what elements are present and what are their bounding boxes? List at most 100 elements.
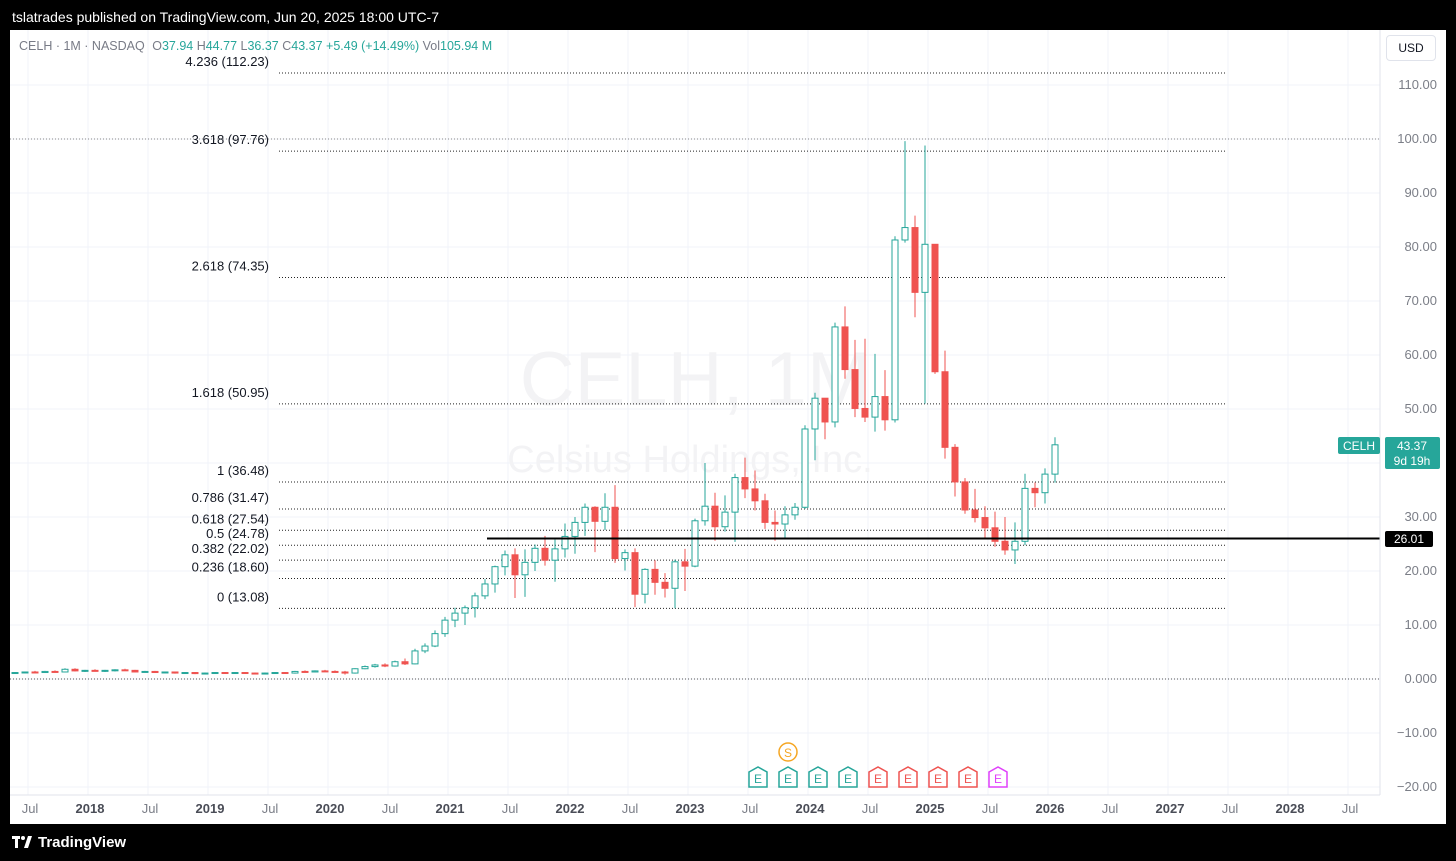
legend-high: 44.77	[205, 39, 238, 53]
y-tick-label: 100.00	[1397, 131, 1437, 146]
candle	[261, 672, 269, 675]
hline-tag-value: 26.01	[1394, 532, 1424, 546]
candle	[1041, 468, 1049, 504]
candle	[521, 549, 529, 597]
earnings-event-marker: E	[808, 766, 828, 788]
candle-body	[861, 407, 869, 418]
candle-body	[191, 672, 199, 675]
legend-vol-label: Vol	[422, 39, 441, 53]
candle-body	[661, 581, 669, 589]
candle	[581, 503, 589, 536]
candle-body	[761, 500, 769, 523]
candle-body	[311, 670, 319, 673]
candle-body	[671, 561, 679, 589]
candle-body	[241, 672, 249, 675]
earnings-event-marker: E	[988, 766, 1008, 788]
x-tick-label: Jul	[982, 801, 999, 816]
candle	[71, 668, 79, 672]
earnings-event-marker: E	[748, 766, 768, 788]
candle-body	[621, 552, 629, 560]
y-tick-label: 50.00	[1404, 401, 1437, 416]
candle-body	[11, 672, 19, 675]
candle-body	[851, 369, 859, 409]
event-label: E	[844, 772, 852, 786]
candle-body	[321, 670, 329, 673]
candle	[11, 671, 19, 675]
candle	[551, 539, 559, 582]
candle	[971, 488, 979, 523]
candle-body	[171, 671, 179, 674]
candle-body	[941, 371, 949, 448]
candle-body	[931, 243, 939, 373]
price-tag: CELH 43.37 9d 19h	[1338, 437, 1440, 469]
y-tick-label: −20.00	[1397, 779, 1437, 794]
candle	[831, 322, 839, 428]
legend-volume: 105.94 M	[440, 39, 493, 53]
candle-body	[631, 552, 639, 595]
candle	[61, 668, 69, 673]
fib-level-label: 1 (36.48)	[217, 463, 269, 478]
candle-body	[461, 607, 469, 614]
candle-body	[281, 672, 289, 675]
event-markers[interactable]: SE E E E E E E E E	[748, 742, 1008, 788]
earnings-event-marker: E	[958, 766, 978, 788]
candle	[861, 338, 869, 422]
candle	[381, 663, 389, 668]
candle-body	[221, 672, 229, 675]
publish-info: tslatrades published on TradingView.com,…	[12, 9, 439, 25]
price-axis[interactable]: 110.00100.0090.0080.0070.0060.0050.0040.…	[1379, 30, 1437, 795]
currency-button[interactable]: USD	[1386, 35, 1436, 61]
candle-body	[551, 548, 559, 561]
x-tick-label: Jul	[622, 801, 639, 816]
candle-body	[781, 514, 789, 525]
candle-body	[161, 671, 169, 674]
candle	[411, 648, 419, 665]
fib-retracement[interactable]: 4.236 (112.23) 3.618 (97.76) 2.618 (74.35)…	[185, 54, 1227, 609]
fib-level-label: 0.236 (18.60)	[192, 560, 269, 575]
candle	[131, 669, 139, 673]
candle	[161, 671, 169, 674]
candle	[51, 670, 59, 673]
legend-l-label: L	[240, 39, 248, 53]
candle	[1051, 437, 1059, 483]
candle-body	[31, 671, 39, 674]
candle-body	[481, 583, 489, 597]
candle	[101, 669, 109, 672]
candle-body	[151, 670, 159, 674]
candle	[591, 506, 599, 553]
candle-body	[961, 481, 969, 511]
candle-body	[431, 633, 439, 647]
candle	[681, 548, 689, 591]
grid-lines	[10, 30, 1380, 795]
candle	[391, 660, 399, 667]
x-tick-label: Jul	[142, 801, 159, 816]
candle-body	[831, 326, 839, 423]
candle	[651, 560, 659, 595]
candle	[701, 463, 709, 526]
candle	[811, 392, 819, 461]
x-tick-label: Jul	[22, 801, 39, 816]
x-tick-label: 2026	[1036, 801, 1065, 816]
candle-body	[111, 669, 119, 672]
candle-body	[451, 612, 459, 621]
candle-body	[91, 669, 99, 672]
x-tick-label: 2022	[556, 801, 585, 816]
candle	[481, 579, 489, 600]
x-tick-label: Jul	[1342, 801, 1359, 816]
candle-body	[581, 506, 589, 523]
tradingview-logo[interactable]: TradingView	[12, 834, 126, 851]
chart-frame	[10, 30, 1446, 824]
candle	[491, 565, 499, 593]
candle-body	[1001, 540, 1009, 551]
x-tick-label: Jul	[742, 801, 759, 816]
time-axis[interactable]: Jul 2018 Jul 2019 Jul 2020 Jul 2021 Jul 2022 Jul 20…	[10, 794, 1380, 816]
x-tick-label: 2021	[436, 801, 465, 816]
candle-body	[721, 511, 729, 528]
candle	[561, 523, 569, 558]
candle-body	[181, 672, 189, 675]
candle	[241, 671, 249, 675]
candle-body	[131, 669, 139, 673]
candle-body	[1041, 473, 1049, 494]
candle-body	[681, 561, 689, 567]
